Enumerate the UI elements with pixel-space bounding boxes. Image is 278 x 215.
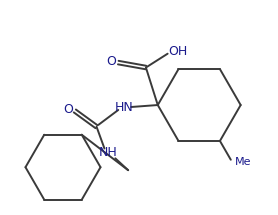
Text: OH: OH [168,45,187,58]
Text: O: O [106,55,116,68]
Text: HN: HN [115,100,133,114]
Text: Me: Me [234,157,251,167]
Text: NH: NH [99,146,118,159]
Text: O: O [63,103,73,117]
